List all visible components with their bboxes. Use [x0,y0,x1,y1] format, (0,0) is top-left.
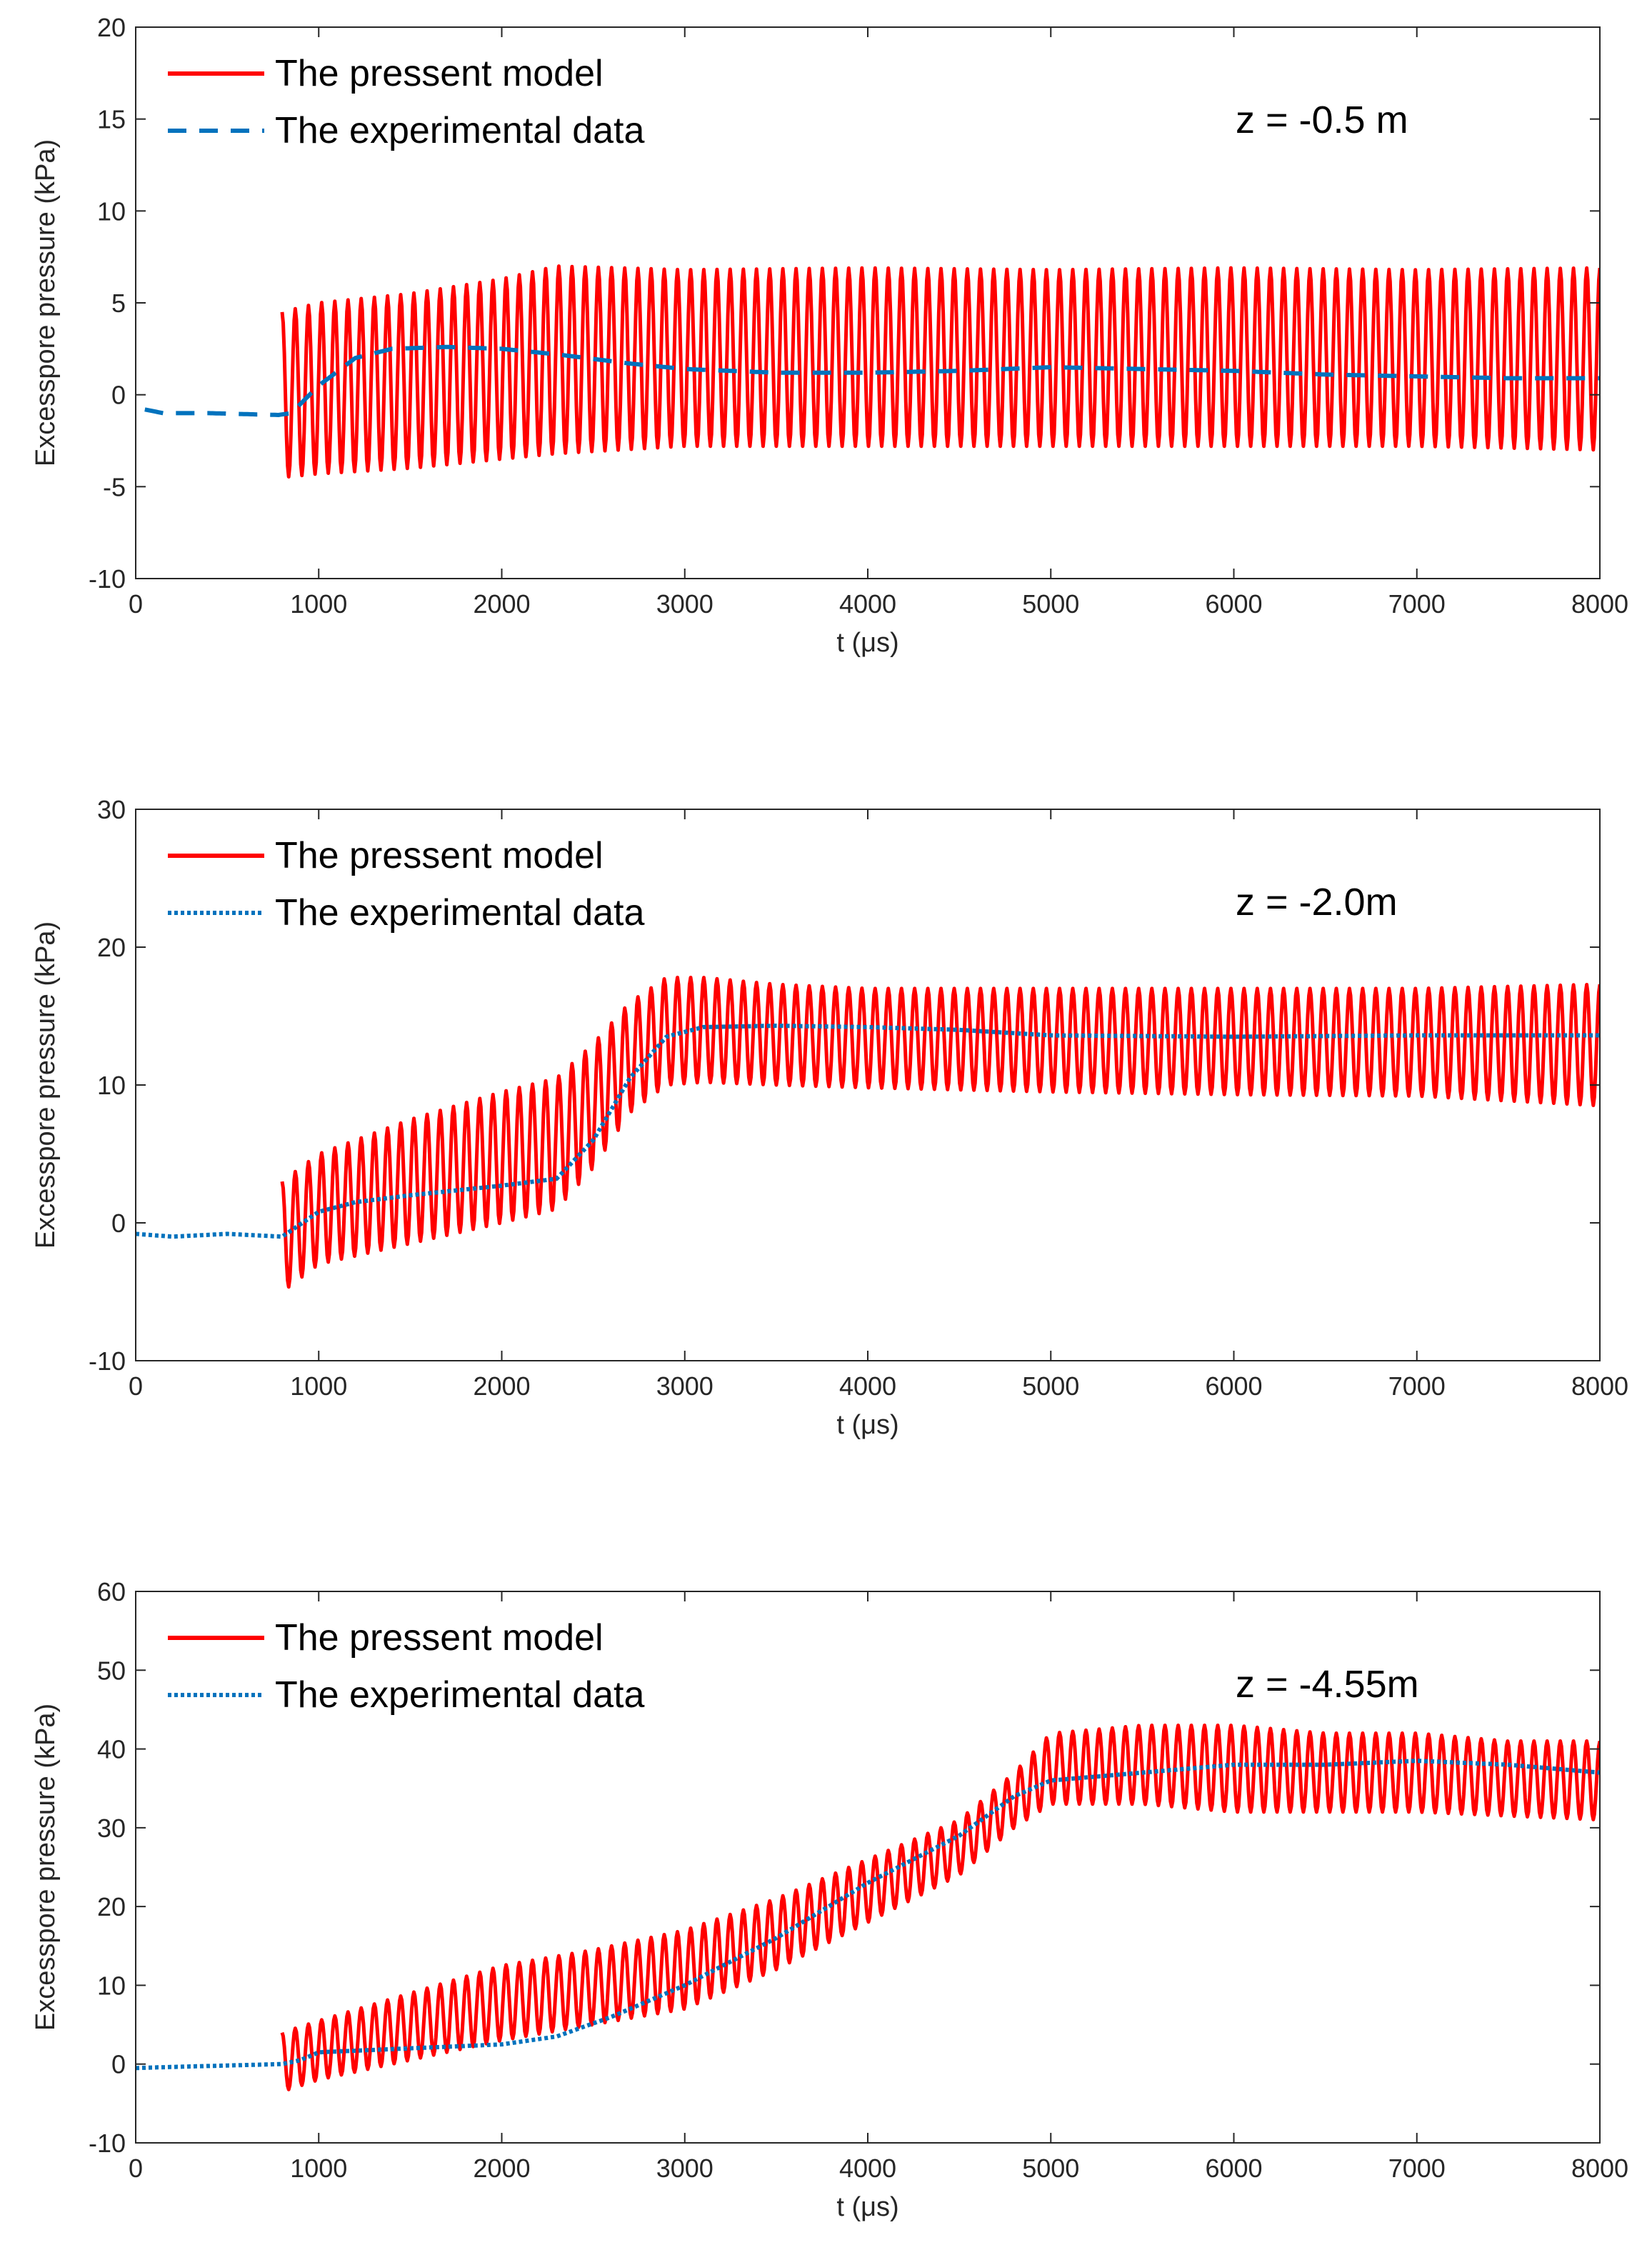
y-tick-label: 0 [111,1209,126,1238]
x-tick-label: 0 [129,1371,143,1401]
depth-annotation: z = -2.0m [1236,881,1398,924]
series-model-line [280,1724,1600,2091]
y-tick-label: 15 [97,105,126,134]
x-tick-label: 0 [129,589,143,619]
y-tick-label: -5 [103,472,126,501]
y-tick-label: 0 [111,381,126,410]
x-tick-label: 2000 [473,1371,530,1401]
y-axis-label: Excesspore pressure (kPa) [31,921,61,1249]
x-axis-label: t (μs) [836,1410,898,1440]
depth-annotation: z = -4.55m [1236,1663,1419,1706]
panel-z-2.0: 0 1000 2000 3000 4000 5000 6000 7000 8000-100102… [31,795,1628,1440]
y-tick-label: 0 [111,2050,126,2079]
legend-label-experimental: The experimental data [275,892,644,934]
x-tick-label: 7000 [1388,1371,1446,1401]
legend-label-experimental: The experimental data [275,110,644,151]
y-tick-label: 30 [97,795,126,824]
series-experimental-line [144,344,1600,417]
x-tick-label: 5000 [1022,589,1079,619]
depth-annotation: z = -0.5 m [1236,99,1408,141]
x-tick-label: 5000 [1022,2154,1079,2183]
x-tick-label: 3000 [656,589,714,619]
x-axis-label: t (μs) [836,2192,898,2222]
series-model-line [280,264,1600,479]
panel-z-0.5: 0 1000 2000 3000 4000 5000 6000 7000 8000 -10 -5 0 5… [31,13,1628,658]
x-tick-label: 6000 [1205,1371,1262,1401]
x-tick-label: 1000 [290,2154,347,2183]
legend-box [157,37,729,146]
x-tick-label: 5000 [1022,1371,1079,1401]
x-tick-label: 6000 [1205,589,1262,619]
x-tick-label: 3000 [656,1371,714,1401]
y-tick-label: -10 [89,1346,126,1376]
legend-label-experimental: The experimental data [275,1674,644,1716]
x-tick-label: 0 [129,2154,143,2183]
y-tick-label: 50 [97,1656,126,1685]
x-tick-label: 2000 [473,2154,530,2183]
legend-box [157,819,729,928]
legend-label-model: The pressent model [275,835,604,876]
y-tick-label: 40 [97,1735,126,1764]
y-tick-label: 10 [97,196,126,226]
y-axis-label: Excesspore pressure (kPa) [31,1704,61,2031]
y-tick-label: 20 [97,933,126,962]
x-tick-label: 4000 [839,589,896,619]
legend-box [157,1601,729,1710]
x-tick-label: 2000 [473,589,530,619]
y-tick-label: 20 [97,1892,126,1921]
x-tick-label: 8000 [1571,589,1628,619]
series-model-line [280,976,1600,1289]
series-experimental-line [136,1759,1600,2071]
y-tick-label: 5 [111,289,126,318]
legend-label-model: The pressent model [275,53,604,94]
y-tick-label: -10 [89,564,126,594]
x-tick-label: 7000 [1388,589,1446,619]
x-axis-label: t (μs) [836,628,898,658]
y-tick-label: 20 [97,13,126,42]
y-tick-label: -10 [89,2129,126,2158]
panel-z-4.55: 0 1000 2000 3000 4000 5000 6000 7000 8000-100102… [31,1577,1628,2222]
x-tick-label: 7000 [1388,2154,1446,2183]
series-experimental-line [136,1024,1600,1239]
y-tick-label: 30 [97,1814,126,1843]
x-tick-label: 6000 [1205,2154,1262,2183]
y-tick-label: 10 [97,1971,126,2000]
y-tick-label: 10 [97,1071,126,1100]
y-tick-label: 60 [97,1577,126,1606]
legend-label-model: The pressent model [275,1617,604,1659]
x-tick-label: 1000 [290,1371,347,1401]
x-tick-label: 4000 [839,1371,896,1401]
y-axis-label: Excesspore pressure (kPa) [31,139,61,466]
x-tick-label: 4000 [839,2154,896,2183]
x-tick-label: 8000 [1571,1371,1628,1401]
x-tick-label: 3000 [656,2154,714,2183]
x-tick-label: 8000 [1571,2154,1628,2183]
x-tick-label: 1000 [290,589,347,619]
